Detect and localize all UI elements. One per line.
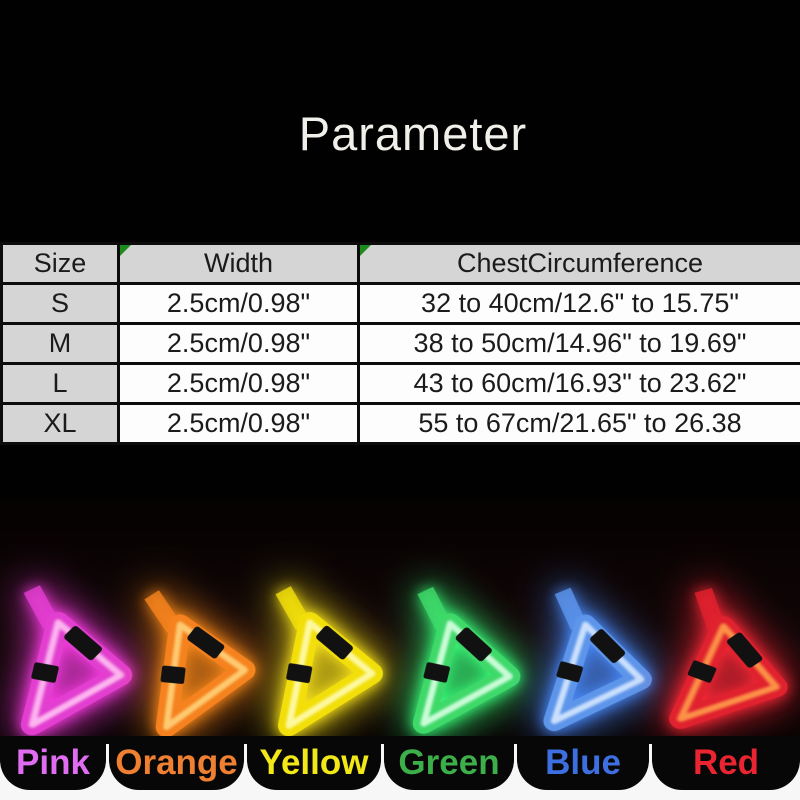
color-tab-orange: Orange [109,736,244,790]
chest-cell: 55 to 67cm/21.65" to 26.38 [357,402,800,445]
color-tab-blue: Blue [517,736,649,790]
harness-illustration [20,585,133,736]
buckle-icon [727,632,763,668]
column-header-width-label: Width [203,248,274,278]
column-header-width: Width [117,242,360,285]
chest-cell: 43 to 60cm/16.93" to 23.62" [357,362,800,405]
strap-keeper-icon [423,662,451,683]
harness-photo-band [0,498,800,740]
chest-cell: 32 to 40cm/12.6" to 15.75" [357,282,800,325]
table-row: M 2.5cm/0.98" 38 to 50cm/14.96" to 19.69… [0,322,800,365]
width-cell: 2.5cm/0.98" [117,322,360,365]
buckle-icon [187,626,225,659]
buckle-icon [64,626,103,661]
harness-photo-orange [107,575,276,756]
harness-illustration [412,586,521,734]
harness-illustration [275,586,383,737]
harness-photo-red [645,587,800,749]
harness-photo-green [380,582,535,749]
buckle-icon [316,625,353,660]
strap-keeper-icon [687,660,717,683]
color-tab-yellow: Yellow [247,736,381,790]
table-header-row: Size Width ChestCircumference [0,242,800,285]
harness-illustration [144,590,256,738]
column-header-chest: ChestCircumference [357,242,800,285]
color-label-strip: Pink Orange Yellow Green Blue Red [0,736,800,800]
buckle-icon [455,627,492,662]
buckle-icon [590,629,626,663]
table-row: XL 2.5cm/0.98" 55 to 67cm/21.65" to 26.3… [0,402,800,445]
width-cell: 2.5cm/0.98" [117,362,360,405]
size-cell: L [0,362,120,405]
color-tab-red: Red [652,736,800,790]
cell-corner-marker-icon [121,246,131,256]
size-cell: M [0,322,120,365]
color-tab-green: Green [384,736,514,790]
color-tab-pink: Pink [0,736,106,790]
table-row: S 2.5cm/0.98" 32 to 40cm/12.6" to 15.75" [0,282,800,325]
chest-cell: 38 to 50cm/14.96" to 19.69" [357,322,800,365]
width-cell: 2.5cm/0.98" [117,402,360,445]
harness-photo-pink [0,579,148,752]
width-cell: 2.5cm/0.98" [117,282,360,325]
size-spec-table: Size Width ChestCircumference S 2.5cm/0.… [0,242,800,445]
size-cell: S [0,282,120,325]
column-header-size: Size [0,242,120,285]
table-row: L 2.5cm/0.98" 43 to 60cm/16.93" to 23.62… [0,362,800,405]
strap-keeper-icon [160,665,186,684]
cell-corner-marker-icon [361,246,371,256]
strap-keeper-icon [31,662,59,683]
strap-keeper-icon [286,663,313,684]
strap-keeper-icon [556,661,583,683]
harness-illustration [543,587,652,732]
harness-photo-yellow [238,577,401,753]
column-header-chest-label: ChestCircumference [456,248,704,278]
page-title: Parameter [298,107,528,160]
color-tab-row: Pink Orange Yellow Green Blue Red [0,736,800,800]
tab-top-band [0,736,800,744]
size-cell: XL [0,402,120,445]
harness-photo-blue [517,587,662,745]
harness-illustration [669,588,788,729]
